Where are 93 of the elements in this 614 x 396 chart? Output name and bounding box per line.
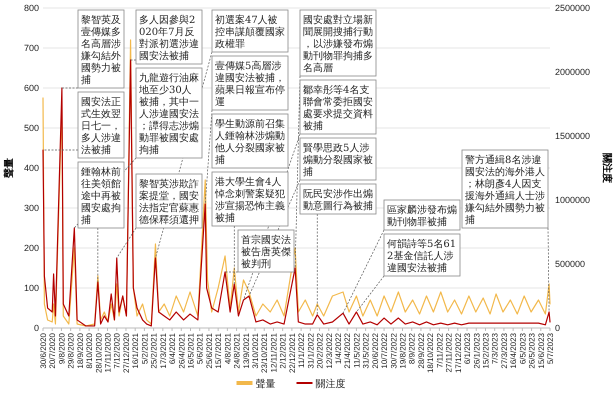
annotation: 壹傳媒5高層涉違國安法被捕，蘋果日報宣布停運 bbox=[215, 60, 285, 108]
x-tick-label: 6/4/2021 bbox=[168, 332, 178, 364]
x-tick-label: 31/1/2022 bbox=[306, 332, 316, 369]
annotation: 阮民安涉作出煽動意圖行為被捕 bbox=[303, 188, 373, 212]
x-tick-label: 15/2/2023 bbox=[481, 332, 490, 369]
y-tick-label: 500 bbox=[24, 123, 39, 133]
y-tick-label: 0 bbox=[34, 323, 39, 333]
x-tick-label: 11/1/2022 bbox=[297, 332, 306, 368]
y-tick-label: 300 bbox=[24, 203, 39, 213]
legend-label: 聲量 bbox=[256, 378, 276, 390]
x-tick-label: 25/6/2021 bbox=[204, 332, 214, 369]
y2-axis-title: 關注度 bbox=[601, 153, 613, 183]
x-tick-label: 12/11/2021 bbox=[269, 332, 278, 372]
annotation: 鍾翰林前往美領館途中再被國安處拘捕 bbox=[81, 166, 121, 226]
x-tick-label: 23/10/2021 bbox=[260, 332, 270, 374]
annotation: 警方通緝8名涉違國安法的海外港人；林朗彥4人因支援海外通緝人士涉嫌勾結外國勢力被捕 bbox=[465, 154, 545, 226]
x-tick-label: 15/7/2021 bbox=[214, 332, 224, 369]
annotation: 何韻詩等5名612基金信託人涉違國安法被捕 bbox=[387, 238, 456, 274]
x-tick-label: 25/2/2021 bbox=[150, 332, 159, 369]
annotation: 國安處對立場新聞展開搜捕行動，以涉嫌發布煽動刊物罪拘捕多名高層 bbox=[303, 14, 373, 74]
y2-tick-label: 2500000 bbox=[555, 3, 590, 13]
y2-tick-label: 1000000 bbox=[555, 195, 590, 205]
x-tick-label: 12/3/2022 bbox=[324, 332, 334, 369]
y-tick-label: 400 bbox=[24, 163, 39, 173]
x-tick-label: 1/4/2022 bbox=[334, 332, 343, 364]
annotation: 九龍遊行油麻地至少30人被捕，其中一人涉違國安法；譚得志涉煽動罪被國安處拘捕 bbox=[138, 72, 199, 156]
x-tick-label: 10/7/2022 bbox=[380, 332, 390, 369]
x-tick-label: 19/8/2022 bbox=[398, 332, 408, 369]
x-tick-label: 2/12/2021 bbox=[278, 332, 288, 369]
y2-tick-label: 500000 bbox=[555, 259, 586, 269]
x-tick-label: 5/2/2021 bbox=[140, 332, 150, 364]
x-tick-label: 5/7/2023 bbox=[546, 332, 555, 364]
annotation: 區家麟涉發布煽動刊物罪被捕 bbox=[387, 204, 457, 228]
x-tick-label: 11/5/2022 bbox=[352, 332, 362, 368]
annotation: 黎智英及壹傳媒多名高層涉嫌勾結外國勢力被捕 bbox=[81, 14, 121, 86]
y-tick-label: 100 bbox=[24, 283, 39, 293]
annotation: 港大學生會4人悼念刺警案疑犯涉宣揚恐怖主義被捕 bbox=[214, 176, 285, 224]
x-tick-label: 30/6/2020 bbox=[39, 332, 48, 369]
annotation: 首宗國安法被告唐英傑被判刑 bbox=[241, 234, 291, 270]
y-tick-label: 700 bbox=[24, 43, 39, 53]
x-tick-label: 28/9/2022 bbox=[416, 332, 426, 369]
x-tick-label: 18/10/2022 bbox=[426, 332, 436, 374]
x-tick-label: 21/4/2022 bbox=[343, 332, 352, 369]
x-tick-label: 4/8/2021 bbox=[223, 332, 232, 364]
x-tick-label: 17/3/2021 bbox=[158, 332, 168, 369]
x-tick-label: 5/6/2021 bbox=[196, 332, 205, 364]
y-tick-label: 800 bbox=[24, 3, 39, 13]
x-tick-label: 24/8/2021 bbox=[232, 332, 242, 369]
x-tick-label: 17/12/2022 bbox=[454, 332, 463, 374]
x-tick-label: 8/9/2022 bbox=[408, 332, 417, 364]
y2-tick-label: 2000000 bbox=[555, 67, 590, 77]
x-tick-label: 22/12/2021 bbox=[288, 332, 297, 374]
x-tick-label: 30/7/2022 bbox=[389, 332, 398, 369]
x-tick-label: 15/6/2023 bbox=[536, 332, 546, 369]
x-tick-label: 31/5/2022 bbox=[362, 332, 371, 369]
legend-label: 關注度 bbox=[316, 378, 346, 390]
x-tick-label: 6/5/2023 bbox=[518, 332, 528, 364]
x-tick-label: 29/8/2020 bbox=[66, 332, 76, 369]
x-tick-label: 13/9/2021 bbox=[242, 332, 251, 369]
y2-tick-label: 1500000 bbox=[555, 131, 590, 141]
y-axis-title: 聲量 bbox=[3, 158, 15, 179]
x-tick-label: 26/4/2021 bbox=[177, 332, 186, 369]
annotation: 黎智英涉欺詐案提堂，國安法指定官蘇惠德保釋須還押 bbox=[139, 178, 199, 226]
x-tick-label: 7/12/2020 bbox=[112, 332, 122, 369]
annotation: 鄒幸彤等4名支聯會常委拒國安處要求提交資料被捕 bbox=[303, 84, 373, 132]
x-tick-label: 20/2/2022 bbox=[316, 332, 325, 369]
x-tick-label: 17/11/2020 bbox=[104, 332, 113, 372]
annotation: 學生動源前召集人鍾翰林涉煽動他人分裂國家被捕 bbox=[215, 118, 285, 166]
y-tick-label: 200 bbox=[24, 243, 39, 253]
annotation: 國安法正式生效翌日七一，多人涉違法被捕 bbox=[81, 96, 121, 156]
annotation: 初選案47人被控串謀顛覆國家政權罪 bbox=[215, 14, 285, 50]
x-tick-label: 16/1/2021 bbox=[131, 332, 140, 369]
x-tick-label: 20/7/2020 bbox=[48, 332, 58, 369]
x-tick-label: 20/6/2022 bbox=[370, 332, 380, 369]
x-tick-label: 26/1/2023 bbox=[472, 332, 482, 369]
x-tick-label: 7/3/2023 bbox=[490, 332, 500, 364]
x-tick-label: 28/10/2020 bbox=[94, 332, 104, 374]
x-tick-label: 16/4/2023 bbox=[509, 332, 518, 369]
y2-tick-label: 0 bbox=[555, 323, 560, 333]
annotation: 賢學思政5人涉煽動分裂國家被捕 bbox=[303, 142, 373, 178]
x-tick-label: 27/12/2020 bbox=[122, 332, 131, 374]
x-tick-label: 7/11/2022 bbox=[435, 332, 444, 368]
annotation: 多人因參與2020年7月反對派初選涉違國安法被捕 bbox=[139, 14, 199, 62]
x-tick-label: 26/5/2023 bbox=[528, 332, 537, 369]
x-tick-label: 27/3/2023 bbox=[500, 332, 509, 369]
x-tick-label: 27/11/2022 bbox=[444, 332, 454, 372]
x-tick-label: 9/8/2020 bbox=[57, 332, 66, 364]
x-tick-label: 3/10/2021 bbox=[251, 332, 260, 369]
x-tick-label: 6/1/2023 bbox=[463, 332, 472, 364]
x-tick-label: 8/10/2020 bbox=[85, 332, 94, 369]
x-tick-label: 18/9/2020 bbox=[76, 332, 85, 369]
x-tick-label: 16/5/2021 bbox=[186, 332, 196, 369]
y-tick-label: 600 bbox=[24, 83, 39, 93]
